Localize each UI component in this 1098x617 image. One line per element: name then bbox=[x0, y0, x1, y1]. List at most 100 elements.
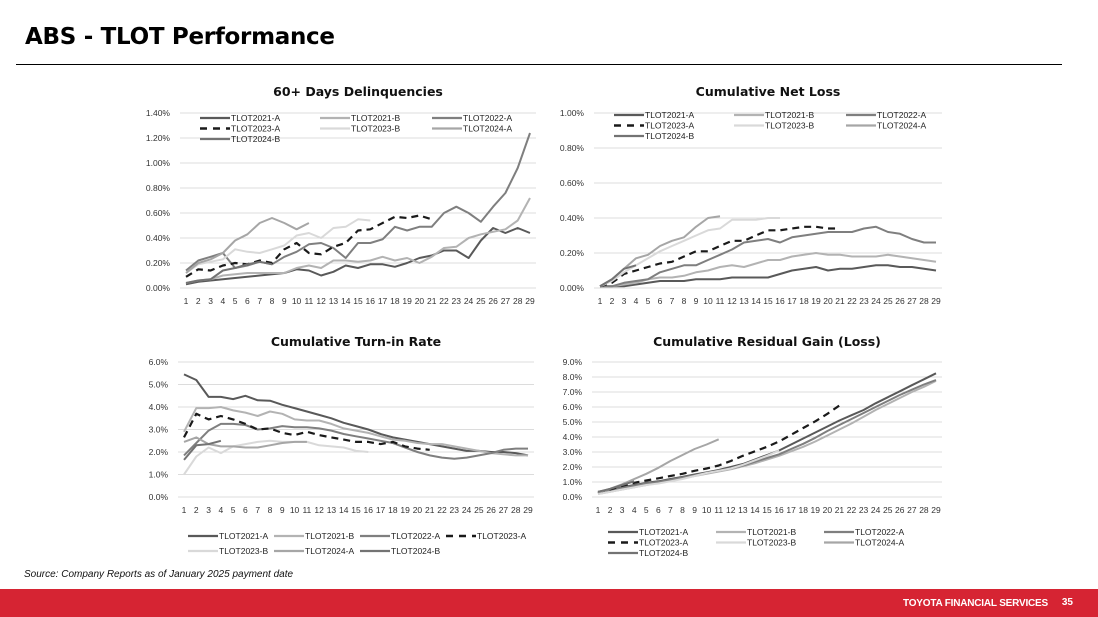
x-tick-label: 25 bbox=[474, 505, 484, 515]
legend-label: TLOT2023-A bbox=[639, 538, 688, 548]
x-tick-label: 5 bbox=[233, 296, 238, 306]
legend-label: TLOT2023-A bbox=[477, 531, 526, 541]
legend-item-tlot2023-a: TLOT2023-A bbox=[200, 124, 280, 134]
series-line-tlot2022-a bbox=[597, 379, 937, 494]
x-tick-label: 25 bbox=[883, 505, 893, 515]
legend-label: TLOT2021-A bbox=[639, 527, 688, 537]
x-tick-label: 26 bbox=[488, 296, 498, 306]
legend-item-tlot2024-b: TLOT2024-B bbox=[360, 546, 440, 556]
x-tick-label: 13 bbox=[738, 505, 748, 515]
legend-label: TLOT2024-A bbox=[305, 546, 354, 556]
x-tick-label: 11 bbox=[716, 296, 725, 306]
legend-label: TLOT2021-B bbox=[765, 110, 814, 120]
legend-item-tlot2021-b: TLOT2021-B bbox=[274, 531, 354, 541]
y-tick-label: 0.00% bbox=[146, 283, 171, 293]
x-tick-label: 17 bbox=[786, 505, 796, 515]
legend-label: TLOT2024-B bbox=[645, 131, 694, 141]
legend-item-tlot2024-a: TLOT2024-A bbox=[824, 538, 904, 548]
x-tick-label: 22 bbox=[439, 296, 449, 306]
chart-svg: Cumulative Turn-in Rate 0.0% 1.0% 2.0% 3.0% 4… bbox=[149, 334, 534, 556]
x-tick-label: 2 bbox=[194, 505, 199, 515]
footer-brand: TOYOTA FINANCIAL SERVICES bbox=[902, 598, 1048, 609]
x-tick-label: 29 bbox=[931, 296, 941, 306]
legend-label: TLOT2023-A bbox=[231, 124, 280, 134]
source-note: Source: Company Reports as of January 20… bbox=[24, 569, 294, 580]
x-tick-label: 27 bbox=[907, 505, 917, 515]
x-tick-label: 28 bbox=[513, 296, 523, 306]
x-tick-label: 21 bbox=[835, 505, 845, 515]
y-tick-label: 0.60% bbox=[560, 178, 585, 188]
legend-item-tlot2022-a: TLOT2022-A bbox=[824, 527, 904, 537]
x-tick-label: 22 bbox=[847, 296, 857, 306]
y-tick-label: 5.0% bbox=[149, 380, 169, 390]
series-line-tlot2021-b bbox=[600, 252, 937, 288]
x-tick-label: 21 bbox=[427, 296, 437, 306]
x-tick-label: 20 bbox=[823, 505, 833, 515]
x-tick-label: 25 bbox=[883, 296, 893, 306]
x-tick-label: 29 bbox=[931, 505, 941, 515]
legend-item-tlot2021-a: TLOT2021-A bbox=[614, 110, 694, 120]
legend-label: TLOT2024-B bbox=[391, 546, 440, 556]
x-tick-label: 24 bbox=[871, 505, 881, 515]
chart-turn-in-rate: Cumulative Turn-in Rate 0.0% 1.0% 2.0% 3.0% 4… bbox=[140, 330, 540, 570]
series-line-tlot2021-a bbox=[183, 373, 529, 457]
x-tick-label: 8 bbox=[268, 505, 273, 515]
x-tick-label: 17 bbox=[376, 505, 386, 515]
series-line-tlot2023-b bbox=[185, 218, 371, 274]
legend-item-tlot2024-a: TLOT2024-A bbox=[846, 121, 926, 131]
chart-residual-gain: Cumulative Residual Gain (Loss) 0.0% 1.0% 2… bbox=[550, 330, 950, 570]
legend-item-tlot2021-a: TLOT2021-A bbox=[188, 531, 268, 541]
x-tick-label: 8 bbox=[270, 296, 275, 306]
series-line-tlot2021-a bbox=[185, 227, 531, 286]
chart-svg: Cumulative Net Loss 0.00% 0.20% 0.40% 0.60% 0… bbox=[560, 84, 942, 306]
legend-label: TLOT2024-A bbox=[877, 121, 926, 131]
y-tick-label: 6.0% bbox=[149, 357, 169, 367]
x-tick-label: 1 bbox=[182, 505, 187, 515]
y-tick-label: 1.40% bbox=[146, 108, 171, 118]
x-tick-label: 24 bbox=[462, 505, 472, 515]
x-tick-label: 27 bbox=[499, 505, 509, 515]
legend-item-tlot2024-a: TLOT2024-A bbox=[432, 124, 512, 134]
legend-item-tlot2021-b: TLOT2021-B bbox=[716, 527, 796, 537]
legend-item-tlot2021-a: TLOT2021-A bbox=[200, 113, 280, 123]
legend-label: TLOT2023-B bbox=[747, 538, 796, 548]
x-tick-label: 6 bbox=[243, 505, 248, 515]
y-tick-label: 0.80% bbox=[146, 183, 171, 193]
x-tick-label: 12 bbox=[726, 505, 736, 515]
x-tick-label: 28 bbox=[919, 505, 929, 515]
legend-label: TLOT2024-B bbox=[231, 134, 280, 144]
series-line-tlot2024-b bbox=[183, 439, 222, 461]
x-tick-label: 4 bbox=[634, 296, 639, 306]
x-tick-label: 28 bbox=[511, 505, 521, 515]
x-tick-label: 2 bbox=[610, 296, 615, 306]
x-tick-label: 3 bbox=[206, 505, 211, 515]
x-tick-label: 21 bbox=[425, 505, 435, 515]
x-tick-label: 6 bbox=[245, 296, 250, 306]
x-tick-label: 3 bbox=[622, 296, 627, 306]
legend-label: TLOT2022-A bbox=[463, 113, 512, 123]
y-tick-label: 0.40% bbox=[146, 233, 171, 243]
legend-item-tlot2023-b: TLOT2023-B bbox=[734, 121, 814, 131]
x-tick-label: 1 bbox=[184, 296, 189, 306]
x-tick-label: 29 bbox=[523, 505, 533, 515]
series-line-tlot2024-a bbox=[597, 438, 720, 494]
x-tick-label: 12 bbox=[314, 505, 324, 515]
legend-item-tlot2024-b: TLOT2024-B bbox=[608, 548, 688, 558]
y-tick-label: 0.20% bbox=[560, 248, 585, 258]
x-tick-label: 19 bbox=[811, 505, 821, 515]
x-tick-label: 13 bbox=[329, 296, 339, 306]
legend-label: TLOT2021-A bbox=[219, 531, 268, 541]
chart-svg: Cumulative Residual Gain (Loss) 0.0% 1.0% 2… bbox=[563, 334, 942, 558]
legend-item-tlot2023-a: TLOT2023-A bbox=[614, 121, 694, 131]
x-tick-label: 15 bbox=[353, 296, 363, 306]
x-tick-label: 7 bbox=[668, 505, 673, 515]
legend-item-tlot2021-b: TLOT2021-B bbox=[320, 113, 400, 123]
legend-label: TLOT2024-A bbox=[855, 538, 904, 548]
x-tick-label: 23 bbox=[859, 505, 869, 515]
x-tick-label: 15 bbox=[762, 505, 772, 515]
x-tick-label: 20 bbox=[823, 296, 833, 306]
series-line-tlot2024-a bbox=[183, 436, 307, 449]
x-tick-label: 27 bbox=[501, 296, 511, 306]
series-line-tlot2023-a bbox=[597, 404, 841, 495]
x-tick-label: 7 bbox=[670, 296, 675, 306]
